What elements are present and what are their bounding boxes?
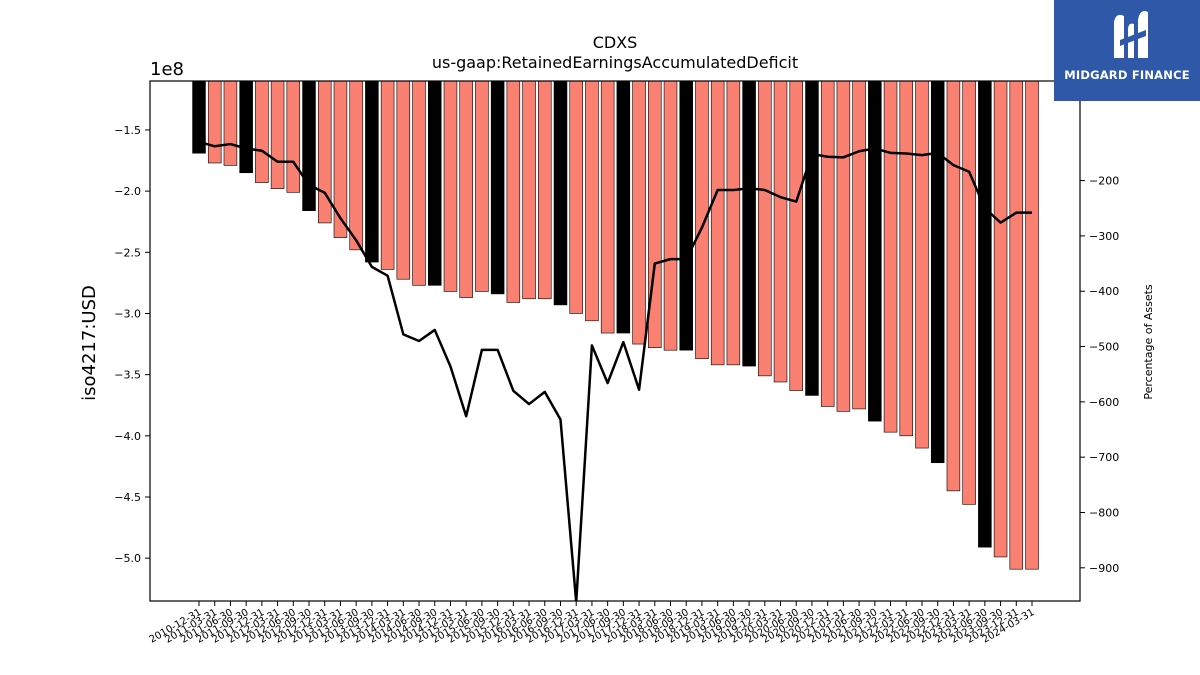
y-tick-label: −3.5 <box>114 369 141 382</box>
line-series <box>198 140 1032 601</box>
bar-2017-09-30 <box>616 80 631 334</box>
y-axis: −1.5 −2.0 −2.5 −3.0 −3.5 −4.0 −4.5 −5.0 <box>114 124 150 565</box>
bar-2011-06-30 <box>223 80 238 166</box>
bar-2020-09-30 <box>805 80 819 396</box>
y-tick-label: −2.5 <box>114 246 141 259</box>
y2-tick-label: −500 <box>1089 341 1119 354</box>
bar-2017-12-31 <box>632 80 646 345</box>
y2-tick-label: −400 <box>1089 285 1119 298</box>
y2-tick-label: −900 <box>1089 562 1119 575</box>
bar-2024-03-31 <box>1025 80 1039 570</box>
bar-2021-03-31 <box>836 80 851 412</box>
bar-2022-03-31 <box>899 80 914 437</box>
plot-frame <box>149 80 1081 602</box>
bar-2023-09-30 <box>993 80 1008 558</box>
bar-2021-06-30 <box>852 80 866 410</box>
y2-tick-label: −700 <box>1089 451 1119 464</box>
bar-2016-03-31 <box>522 80 536 300</box>
bar-2019-03-31 <box>710 80 725 366</box>
bar-series <box>192 80 1039 570</box>
bar-2013-09-30 <box>365 80 379 263</box>
chart-title: CDXS <box>593 33 638 52</box>
bar-2013-06-30 <box>349 80 363 251</box>
bar-2018-09-30 <box>679 80 693 351</box>
bar-2012-06-30 <box>286 80 301 193</box>
bar-2014-12-31 <box>443 80 458 292</box>
bar-2011-12-31 <box>255 80 269 183</box>
midgard-finance-logo: MIDGARD FINANCE <box>1054 0 1200 101</box>
midgard-logo-icon <box>1114 11 1148 59</box>
y2-tick-label: −300 <box>1089 230 1119 243</box>
bar-2011-03-31 <box>207 80 222 164</box>
bar-2013-03-31 <box>333 80 348 238</box>
bar-2022-12-31 <box>946 80 961 492</box>
logo-text: MIDGARD FINANCE <box>1064 68 1190 82</box>
bar-2016-12-31 <box>569 80 583 314</box>
bar-2015-06-30 <box>475 80 489 292</box>
bar-2021-12-31 <box>883 80 898 433</box>
bar-2014-03-31 <box>396 80 411 280</box>
bar-2022-09-30 <box>930 80 945 464</box>
bar-2013-12-31 <box>380 80 395 270</box>
x-axis: 2010-12-312011-03-312011-06-302011-09-30… <box>148 601 1037 646</box>
bar-2022-06-30 <box>915 80 929 449</box>
bar-2020-03-31 <box>773 80 788 383</box>
y-tick-label: −4.5 <box>114 491 141 504</box>
bar-2019-09-30 <box>742 80 756 367</box>
y2-tick-label: −600 <box>1089 396 1119 409</box>
bar-2017-06-30 <box>600 80 615 334</box>
bar-2012-03-31 <box>270 80 285 189</box>
bar-2019-06-30 <box>726 80 741 366</box>
bar-2015-03-31 <box>459 80 473 298</box>
y-tick-label: −5.0 <box>114 552 141 565</box>
bar-2014-06-30 <box>412 80 426 286</box>
bar-2019-12-31 <box>758 80 772 377</box>
y-tick-label: −2.0 <box>114 185 141 198</box>
bar-2015-09-30 <box>490 80 505 295</box>
y-tick-label: −1.5 <box>114 124 141 137</box>
bar-2023-12-31 <box>1009 80 1024 570</box>
y-tick-label: −3.0 <box>114 307 141 320</box>
y-axis-label: iso4217:USD <box>79 285 100 401</box>
y2-tick-label: −200 <box>1089 175 1119 188</box>
bar-2011-09-30 <box>239 80 253 174</box>
y-tick-label: −4.0 <box>114 430 141 443</box>
bar-2023-03-31 <box>962 80 976 505</box>
bar-2012-09-30 <box>302 80 316 211</box>
bar-2023-06-30 <box>978 80 992 548</box>
y-offset-label: 1e8 <box>150 59 184 80</box>
chart-subtitle: us-gaap:RetainedEarningsAccumulatedDefic… <box>432 53 798 72</box>
y2-axis-label: Percentage of Assets <box>1142 284 1155 400</box>
percentage-of-assets-line <box>198 140 1032 601</box>
bar-2016-09-30 <box>553 80 568 306</box>
bar-2018-06-30 <box>663 80 678 351</box>
bar-2015-12-31 <box>506 80 521 303</box>
y2-tick-label: −800 <box>1089 506 1119 519</box>
bar-2021-09-30 <box>868 80 882 422</box>
bar-2016-06-30 <box>538 80 552 300</box>
bar-2017-03-31 <box>585 80 599 322</box>
bar-2020-06-30 <box>789 80 803 391</box>
bar-2014-09-30 <box>428 80 442 286</box>
bar-2020-12-31 <box>820 80 835 407</box>
y2-axis: −200 −300 −400 −500 −600 −700 −800 −900 <box>1080 175 1119 575</box>
